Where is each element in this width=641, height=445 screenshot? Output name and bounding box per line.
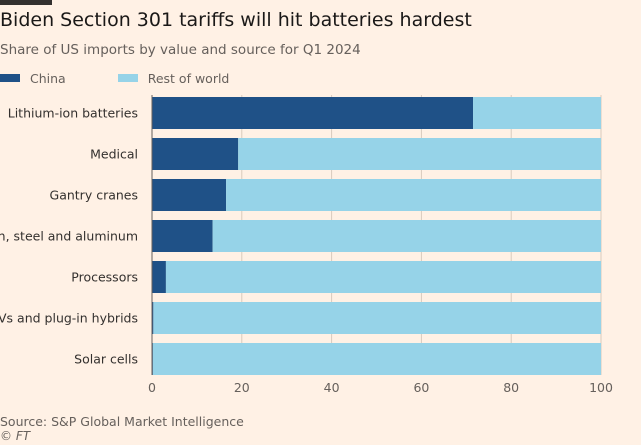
bar-medical-china — [152, 138, 239, 170]
category-label-evs-and-plug-in-hybrids: EVs and plug-in hybrids — [0, 311, 138, 326]
legend-item-rest-of-world: Rest of world — [117, 70, 230, 86]
x-tick-label-40: 40 — [324, 380, 340, 395]
source-note: Source: S&P Global Market Intelligence — [0, 414, 244, 429]
bar-processors-rest-of-world — [165, 261, 601, 293]
x-tick-label-100: 100 — [589, 380, 613, 395]
bar-solar-cells-rest-of-world — [152, 343, 601, 375]
ft-credit: © FT — [0, 429, 31, 443]
bar-processors-china — [152, 261, 166, 293]
chart-title: Biden Section 301 tariffs will hit batte… — [0, 9, 472, 31]
ft-top-bar — [0, 0, 52, 5]
bar-iron-steel-and-aluminum-rest-of-world — [212, 220, 602, 252]
legend-swatch-china — [0, 74, 20, 82]
chart-subtitle: Share of US imports by value and source … — [0, 42, 361, 58]
bar-evs-and-plug-in-hybrids-rest-of-world — [153, 302, 602, 334]
bar-gantry-cranes-rest-of-world — [226, 179, 601, 211]
category-label-solar-cells: Solar cells — [74, 352, 138, 367]
category-label-medical: Medical — [90, 147, 138, 162]
x-tick-label-80: 80 — [503, 380, 519, 395]
legend-item-china: China — [0, 71, 66, 86]
x-tick-label-60: 60 — [413, 380, 429, 395]
category-label-lithium-ion-batteries: Lithium-ion batteries — [8, 106, 138, 121]
bar-iron-steel-and-aluminum-china — [152, 220, 213, 252]
x-tick-label-0: 0 — [148, 380, 156, 395]
legend-label-china: China — [30, 70, 66, 86]
bar-evs-and-plug-in-hybrids-china — [152, 302, 154, 334]
category-label-iron-steel-and-aluminum: Iron, steel and aluminum — [0, 229, 138, 244]
legend-swatch-rest-of-world — [117, 74, 138, 82]
x-tick-label-20: 20 — [234, 380, 250, 395]
legend-label-rest-of-world: Rest of world — [147, 70, 230, 86]
bar-lithium-ion-batteries-china — [152, 97, 474, 129]
bar-medical-rest-of-world — [238, 138, 601, 170]
legend: China Rest of world — [0, 70, 281, 86]
category-label-processors: Processors — [71, 270, 138, 285]
bar-lithium-ion-batteries-rest-of-world — [473, 97, 601, 129]
bar-gantry-cranes-china — [152, 179, 227, 211]
category-label-gantry-cranes: Gantry cranes — [50, 188, 138, 203]
